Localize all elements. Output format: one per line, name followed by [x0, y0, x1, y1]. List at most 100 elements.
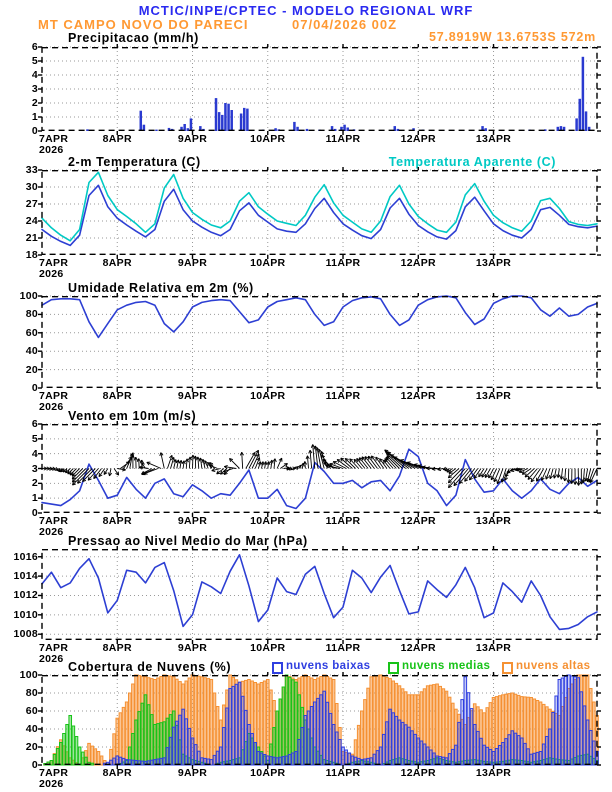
axis-tick-label: 10APR — [250, 515, 286, 527]
axis-tick-label: 12APR — [400, 642, 436, 654]
temperature-chart — [38, 167, 601, 259]
axis-tick-label: 12APR — [400, 133, 436, 145]
axis-tick-label: 8APR — [102, 515, 132, 527]
axis-tick-label: 9APR — [177, 515, 208, 527]
axis-tick-label: 1 — [31, 492, 38, 505]
cloud-cover-chart — [38, 672, 601, 769]
axis-tick-label: 13APR — [475, 257, 512, 269]
axis-tick-label: 13APR — [475, 642, 512, 654]
axis-tick-label: 2 — [31, 477, 38, 490]
axis-tick-label: 6 — [31, 41, 38, 53]
axis-tick-label: 1016 — [13, 550, 38, 563]
panel-title-pressure: Pressao ao Nivel Medio do Mar (hPa) — [68, 534, 308, 548]
axis-tick-label: 60 — [25, 705, 38, 717]
axis-tick-label: 21 — [25, 232, 38, 244]
axis-tick-label: 80 — [25, 308, 38, 321]
humidity-chart — [38, 293, 601, 392]
axis-tick-label: 40 — [25, 345, 38, 358]
axis-tick-label: 7APR — [39, 133, 69, 145]
axis-tick-label: 33 — [25, 164, 38, 176]
legend-swatch-nuvens-baixas — [272, 662, 283, 674]
axis-tick-label: 0 — [31, 507, 38, 519]
axis-tick-label: 2026 — [39, 653, 64, 665]
axis-tick-label: 20 — [25, 741, 38, 753]
legend-label-nuvens-altas: nuvens altas — [516, 660, 591, 672]
axis-tick-label: 7APR — [39, 390, 69, 402]
legend-temperatura-aparente: Temperatura Aparente (C) — [388, 155, 556, 169]
legend-label-nuvens-medias: nuvens medias — [402, 660, 491, 672]
panel-title-cloud-cover: Cobertura de Nuvens (%) — [68, 660, 232, 674]
axis-tick-label: 80 — [25, 687, 38, 699]
axis-tick-label: 0 — [31, 759, 38, 771]
axis-tick-label: 3 — [31, 462, 38, 475]
axis-tick-label: 2026 — [39, 401, 64, 413]
axis-tick-label: 3 — [31, 83, 38, 95]
legend-swatch-nuvens-medias — [388, 662, 399, 674]
wind-chart — [38, 421, 601, 517]
axis-tick-label: 11APR — [325, 642, 361, 654]
axis-tick-label: 1012 — [13, 589, 38, 602]
axis-tick-label: 4 — [31, 447, 38, 460]
axis-tick-label: 9APR — [177, 133, 208, 145]
axis-tick-label: 13APR — [475, 767, 512, 779]
axis-tick-label: 1014 — [13, 570, 38, 583]
axis-tick-label: 13APR — [475, 515, 512, 527]
axis-tick-label: 11APR — [325, 390, 361, 402]
axis-tick-label: 30 — [25, 181, 38, 193]
axis-tick-label: 10APR — [250, 390, 286, 402]
axis-tick-label: 10APR — [250, 133, 286, 145]
axis-tick-label: 8APR — [102, 390, 132, 402]
panel-title-wind: Vento em 10m (m/s) — [68, 409, 197, 423]
panel-title-humidity: Umidade Relativa em 2m (%) — [68, 281, 254, 295]
precipitation-chart — [38, 44, 601, 135]
axis-tick-label: 9APR — [177, 767, 208, 779]
axis-tick-label: 9APR — [177, 642, 208, 654]
axis-tick-label: 10APR — [250, 767, 286, 779]
axis-tick-label: 0 — [31, 382, 38, 394]
axis-tick-label: 11APR — [325, 133, 361, 145]
axis-tick-label: 12APR — [400, 257, 436, 269]
axis-tick-label: 12APR — [400, 515, 436, 527]
axis-tick-label: 12APR — [400, 390, 436, 402]
axis-tick-label: 20 — [25, 363, 38, 376]
axis-tick-label: 5 — [31, 55, 38, 67]
pressure-chart — [38, 546, 601, 644]
axis-tick-label: 7APR — [39, 767, 69, 779]
axis-tick-label: 1008 — [13, 628, 38, 641]
axis-tick-label: 2026 — [39, 144, 64, 156]
axis-tick-label: 11APR — [325, 767, 361, 779]
legend-swatch-nuvens-altas — [502, 662, 513, 674]
axis-tick-label: 100 — [19, 669, 38, 681]
axis-tick-label: 6 — [31, 418, 38, 430]
axis-tick-label: 1010 — [13, 608, 38, 621]
axis-tick-label: 7APR — [39, 642, 69, 654]
axis-tick-label: 4 — [31, 69, 38, 81]
station-coordinates: 57.8919W 13.6753S 572m — [428, 30, 596, 44]
axis-tick-label: 27 — [25, 198, 38, 210]
panel-title-temperature: 2-m Temperatura (C) — [68, 155, 201, 169]
axis-tick-label: 8APR — [102, 642, 132, 654]
station-name: MT CAMPO NOVO DO PARECI — [38, 17, 249, 32]
axis-tick-label: 9APR — [177, 390, 208, 402]
axis-tick-label: 2026 — [39, 268, 64, 280]
axis-tick-label: 2026 — [39, 526, 64, 538]
axis-tick-label: 12APR — [400, 767, 436, 779]
run-datetime: 07/04/2026 00Z — [292, 17, 398, 32]
axis-tick-label: 13APR — [475, 133, 512, 145]
axis-tick-label: 9APR — [177, 257, 208, 269]
app-title: MCTIC/INPE/CPTEC - MODELO REGIONAL WRF — [138, 3, 474, 18]
axis-tick-label: 2 — [31, 97, 38, 109]
axis-tick-label: 8APR — [102, 133, 132, 145]
axis-tick-label: 8APR — [102, 767, 132, 779]
axis-tick-label: 13APR — [475, 390, 512, 402]
axis-tick-label: 18 — [25, 249, 38, 261]
panel-title-precipitation: Precipitacao (mm/h) — [68, 31, 199, 45]
axis-tick-label: 0 — [31, 125, 38, 137]
axis-tick-label: 11APR — [325, 257, 361, 269]
axis-tick-label: 2026 — [39, 778, 64, 790]
axis-tick-label: 40 — [25, 723, 38, 735]
axis-tick-label: 1 — [31, 111, 38, 123]
axis-tick-label: 8APR — [102, 257, 132, 269]
axis-tick-label: 100 — [19, 290, 38, 302]
